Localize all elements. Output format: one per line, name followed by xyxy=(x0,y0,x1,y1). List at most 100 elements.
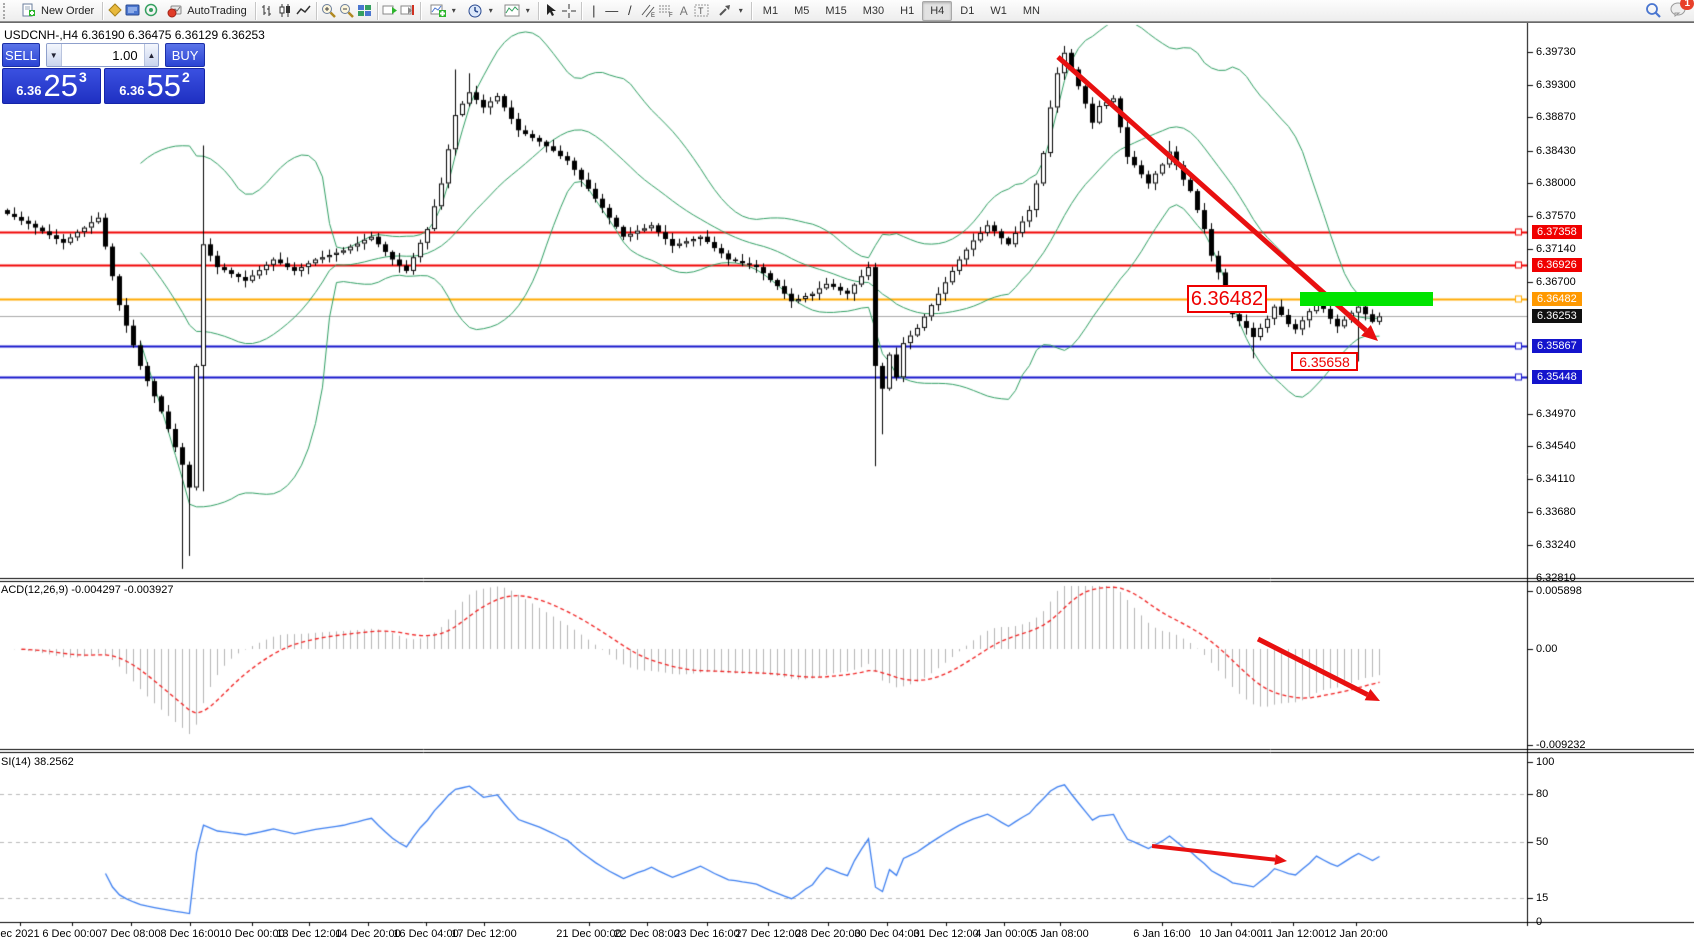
autotrading-icon xyxy=(165,2,183,20)
price-tick-label: 0 xyxy=(1536,916,1543,928)
time-axis-label: 13 Dec 12:00 xyxy=(276,928,342,940)
toolbar-separator xyxy=(580,1,582,20)
timeframe-button-mn[interactable]: MN xyxy=(1022,4,1040,17)
price-axis: 6.39730 6.39300 6.38870 6.38430 6.38000 6.375… xyxy=(1528,23,1694,942)
volume-increase-button[interactable]: ▲ xyxy=(143,44,159,66)
periods-button[interactable]: ▾ xyxy=(461,1,498,21)
time-axis-label: 4 Jan 00:00 xyxy=(975,928,1033,940)
autotrading-button[interactable]: AutoTrading xyxy=(160,1,252,21)
cursor-icon[interactable] xyxy=(542,2,560,20)
svg-text:F: F xyxy=(669,13,673,18)
profile-icon[interactable] xyxy=(106,2,124,20)
notification-count-badge: 1 xyxy=(1680,0,1694,10)
dropdown-caret: ▾ xyxy=(738,6,743,15)
timeframe-button-h4[interactable]: H4 xyxy=(922,0,953,21)
price-line-badge[interactable]: 6.35867 xyxy=(1532,338,1582,353)
notifications-button[interactable]: 1 xyxy=(1670,0,1694,20)
text-label-icon[interactable]: T xyxy=(693,2,711,20)
volume-decrease-button[interactable]: ▼ xyxy=(46,44,62,66)
alerts-icon[interactable] xyxy=(142,2,160,20)
sell-button[interactable]: SELL xyxy=(2,43,40,67)
templates-button[interactable]: ▾ xyxy=(498,1,535,21)
auto-scroll-icon[interactable] xyxy=(381,2,399,20)
clock-icon xyxy=(466,2,484,20)
toolbar-separator xyxy=(102,1,104,20)
price-tick-label: 6.38430 xyxy=(1536,144,1576,157)
candlestick-chart-icon[interactable] xyxy=(277,2,295,20)
price-tick-label: 6.33680 xyxy=(1536,505,1576,518)
time-axis-label: 10 Dec 00:00 xyxy=(219,928,285,940)
zoom-in-icon[interactable] xyxy=(320,2,338,20)
toolbar-grip xyxy=(3,2,10,19)
price-annotation[interactable]: 6.35658 xyxy=(1291,352,1358,371)
vertical-line-icon[interactable]: | xyxy=(592,3,596,18)
price-tick-label: 6.34540 xyxy=(1536,440,1576,453)
price-line-badge[interactable]: 6.36926 xyxy=(1532,258,1582,273)
toolbar-separator xyxy=(254,1,256,20)
volume-stepper: ▼ ▲ xyxy=(45,43,160,67)
dropdown-caret: ▾ xyxy=(451,6,456,15)
price-tick-label: 6.39300 xyxy=(1536,78,1576,91)
price-line-badge[interactable]: 6.37358 xyxy=(1532,225,1582,240)
price-annotation[interactable]: 6.36482 xyxy=(1187,285,1267,313)
channel-icon[interactable]: E xyxy=(639,2,657,20)
sell-price-main: 25 xyxy=(43,68,78,103)
toolbar-separator xyxy=(315,1,317,20)
sell-price-tile[interactable]: 6.36 25 3 xyxy=(2,68,101,104)
indicators-button[interactable]: ▾ xyxy=(424,1,461,21)
price-tick-label: 100 xyxy=(1536,756,1555,768)
bar-chart-icon[interactable] xyxy=(259,2,277,20)
price-tick-label: 6.33240 xyxy=(1536,539,1576,552)
time-axis-label: 6 Jan 16:00 xyxy=(1133,928,1191,940)
price-line-badge[interactable]: 6.35448 xyxy=(1532,370,1582,385)
price-line-badge[interactable]: 6.36482 xyxy=(1532,291,1582,306)
new-order-label: New Order xyxy=(41,4,95,17)
market-watch-icon[interactable] xyxy=(124,2,142,20)
new-order-icon xyxy=(19,2,37,20)
time-axis-label: 28 Dec 20:00 xyxy=(795,928,861,940)
price-tick-label: -0.009232 xyxy=(1536,739,1586,751)
timeframe-button-m5[interactable]: M5 xyxy=(794,4,810,17)
tile-windows-icon[interactable] xyxy=(356,2,374,20)
price-tick-label: 6.38870 xyxy=(1536,111,1576,124)
price-tick-label: 6.38000 xyxy=(1536,177,1576,190)
timeframe-button-h1[interactable]: H1 xyxy=(900,4,915,17)
price-line-badge[interactable]: 6.36253 xyxy=(1532,309,1582,324)
time-axis-label: 21 Dec 00:00 xyxy=(556,928,622,940)
timeframe-button-m30[interactable]: M30 xyxy=(862,4,885,17)
buy-button[interactable]: BUY xyxy=(165,43,205,67)
price-tick-label: 6.34970 xyxy=(1536,407,1576,420)
price-tick-label: 6.32810 xyxy=(1536,571,1576,584)
buy-price-tile[interactable]: 6.36 55 2 xyxy=(104,68,205,104)
text-tool-icon[interactable]: A xyxy=(679,3,688,18)
buy-price-prefix: 6.36 xyxy=(119,83,145,98)
chart-shift-icon[interactable] xyxy=(399,2,417,20)
indicators-icon xyxy=(429,2,447,20)
timeframe-button-d1[interactable]: D1 xyxy=(960,4,975,17)
highlight-bar[interactable] xyxy=(1300,292,1433,306)
chart-canvas[interactable] xyxy=(0,23,1694,942)
timeframe-button-m15[interactable]: M15 xyxy=(825,4,847,17)
toolbar: New Order AutoTrading xyxy=(0,0,1694,22)
chart-ohlc-title: USDCNH-,H4 6.36190 6.36475 6.36129 6.362… xyxy=(4,28,265,42)
price-tick-label: 6.39730 xyxy=(1536,46,1576,58)
trendline-icon[interactable]: / xyxy=(627,3,632,18)
zoom-out-icon[interactable] xyxy=(338,2,356,20)
time-axis-label: 6 Dec 00:00 xyxy=(42,928,102,940)
new-order-button[interactable]: New Order xyxy=(14,1,99,21)
volume-input[interactable] xyxy=(61,44,144,66)
price-tick-label: 0.005898 xyxy=(1536,585,1582,597)
arrows-tool-button[interactable]: ▾ xyxy=(711,1,748,21)
line-chart-icon[interactable] xyxy=(295,2,313,20)
autotrading-label: AutoTrading xyxy=(187,4,247,17)
timeframe-button-m1[interactable]: M1 xyxy=(762,4,779,17)
arrows-tool-icon xyxy=(716,2,734,20)
time-axis: ec 2021 6 Dec 00:00 7 Dec 08:00 8 Dec 16:00… xyxy=(0,923,1528,942)
horizontal-line-icon[interactable]: — xyxy=(605,3,619,18)
price-tick-label: 6.37140 xyxy=(1536,242,1576,255)
crosshair-icon[interactable] xyxy=(560,2,578,20)
fibonacci-icon[interactable]: F xyxy=(657,2,675,20)
timeframe-button-w1[interactable]: W1 xyxy=(990,4,1007,17)
time-axis-label: 22 Dec 08:00 xyxy=(614,928,680,940)
search-icon[interactable] xyxy=(1644,2,1662,20)
